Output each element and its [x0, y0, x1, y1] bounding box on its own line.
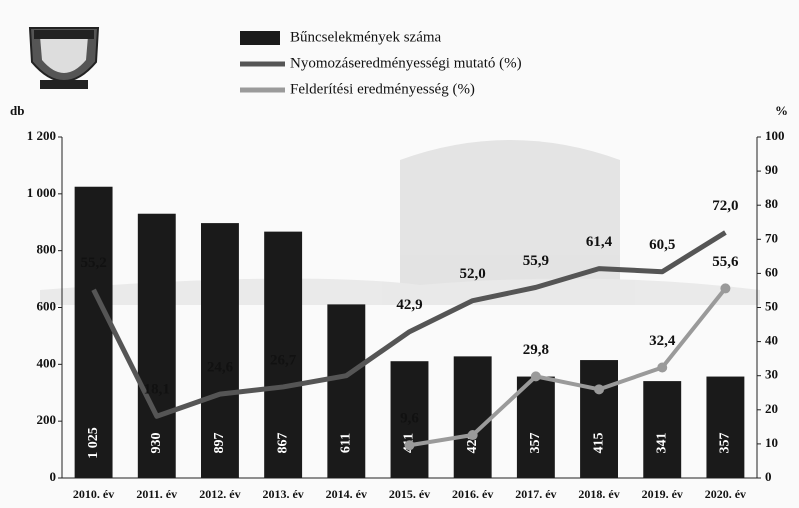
bar-label: 867: [275, 433, 290, 454]
line-label: 72,0: [712, 198, 738, 214]
y2-tick-label: 20: [765, 401, 778, 416]
line-marker: [468, 430, 478, 440]
y2-tick-label: 40: [765, 333, 778, 348]
line-label: 42,9: [396, 297, 422, 313]
x-tick-label: 2013. év: [262, 487, 303, 501]
y-tick-label: 800: [37, 242, 57, 257]
line-label: 60,5: [649, 237, 675, 253]
legend-swatch: [240, 31, 280, 45]
bar-label: 930: [149, 433, 164, 454]
line-label: 9,6: [400, 411, 419, 427]
y2-tick-label: 10: [765, 435, 778, 450]
y-tick-label: 0: [50, 469, 57, 484]
line-marker: [657, 363, 667, 373]
x-tick-label: 2015. év: [389, 487, 430, 501]
bar: [706, 377, 744, 478]
x-tick-label: 2011. év: [136, 487, 177, 501]
y2-tick-label: 70: [765, 230, 778, 245]
x-tick-label: 2018. év: [578, 487, 619, 501]
line-label: 55,2: [80, 255, 106, 271]
bar-label: 357: [718, 433, 733, 454]
y2-tick-label: 80: [765, 196, 778, 211]
y-tick-label: 1 200: [27, 128, 56, 143]
y2-tick-label: 90: [765, 162, 778, 177]
line-label: 18,1: [144, 382, 170, 398]
x-tick-label: 2010. év: [73, 487, 114, 501]
y2-tick-label: 60: [765, 264, 778, 279]
legend-label: Nyomozáseredményességi mutató (%): [290, 55, 522, 71]
chart: db % 0 200 400 600 800 1 000 1 200 0 10 20 30 40 50 6…: [0, 0, 799, 508]
line-marker: [720, 283, 730, 293]
x-tick-label: 2020. év: [705, 487, 746, 501]
line-label: 55,9: [523, 253, 549, 269]
y2-axis-title: %: [775, 103, 788, 118]
line-marker: [405, 440, 415, 450]
line-label: 26,7: [270, 352, 297, 368]
legend-label: Felderítési eredményesség (%): [290, 81, 475, 97]
y-tick-label: 200: [37, 412, 57, 427]
y-axis-title: db: [10, 103, 24, 118]
x-tick-label: 2019. év: [642, 487, 683, 501]
line-label: 52,0: [460, 266, 486, 282]
line-marker: [594, 384, 604, 394]
bar: [517, 377, 555, 478]
bar-label: 415: [591, 433, 606, 454]
bar-label: 897: [212, 433, 227, 454]
line-label: 61,4: [586, 234, 613, 250]
y-tick-label: 600: [37, 298, 57, 313]
y2-tick-label: 50: [765, 298, 778, 313]
line-label: 29,8: [523, 342, 549, 358]
x-tick-label: 2012. év: [199, 487, 240, 501]
bar: [580, 360, 618, 478]
y-tick-label: 400: [37, 355, 57, 370]
y2-tick-label: 100: [765, 128, 785, 143]
x-tick-label: 2014. év: [326, 487, 367, 501]
line-label: 24,6: [207, 360, 234, 376]
x-tick-label: 2017. év: [515, 487, 556, 501]
bar-label: 1 025: [86, 427, 101, 459]
line-label: 32,4: [649, 333, 676, 349]
line-marker: [531, 371, 541, 381]
y2-tick-label: 30: [765, 367, 778, 382]
legend-label: Bűncselekmények száma: [290, 29, 442, 45]
line-label: 55,6: [712, 254, 739, 270]
y2-tick-label: 0: [765, 469, 772, 484]
bar-label: 611: [339, 433, 354, 453]
bar-label: 357: [528, 433, 543, 454]
y-tick-label: 1 000: [27, 185, 56, 200]
bar: [454, 356, 492, 478]
bar: [643, 381, 681, 478]
x-tick-label: 2016. év: [452, 487, 493, 501]
bar-label: 341: [654, 433, 669, 454]
